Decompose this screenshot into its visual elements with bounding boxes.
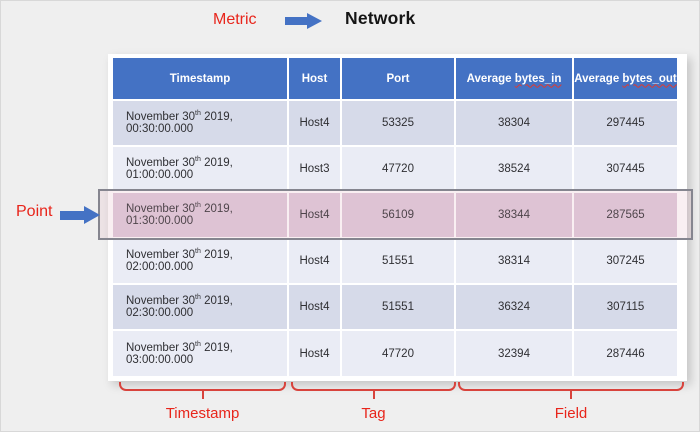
cell-timestamp: November 30th 2019, 00:30:00.000 xyxy=(113,99,289,146)
cell-timestamp: November 30th 2019, 03:00:00.000 xyxy=(113,329,289,376)
header-average-bytes-in: Average bytes_in xyxy=(455,58,574,100)
ts-ordinal: th xyxy=(195,110,201,118)
header-host: Host xyxy=(288,58,342,100)
brace-left xyxy=(458,382,571,391)
ts-ordinal: th xyxy=(195,340,201,348)
cell-host: Host4 xyxy=(288,329,342,376)
cell-bytes-out: 307445 xyxy=(573,145,677,192)
cell-port: 51551 xyxy=(341,237,456,284)
metric-arrow-icon xyxy=(285,13,322,29)
cell-bytes-in: 32394 xyxy=(455,329,574,376)
ts-date: November 30 xyxy=(126,111,196,123)
brace-left xyxy=(291,382,374,391)
brace-tick xyxy=(570,390,572,399)
header-average-bytes-out: Average bytes_out xyxy=(573,58,677,100)
ts-ordinal: th xyxy=(195,248,201,256)
cell-bytes-out: 307115 xyxy=(573,283,677,330)
timestamp-underbrace xyxy=(119,382,286,400)
ts-date: November 30 xyxy=(126,249,196,261)
table-row: November 30th 2019, 02:00:00.000 Host4 5… xyxy=(113,237,677,284)
cell-bytes-out: 287446 xyxy=(573,329,677,376)
cell-bytes-out: 307245 xyxy=(573,237,677,284)
cell-host: Host4 xyxy=(288,99,342,146)
ts-date: November 30 xyxy=(126,203,196,215)
cell-host: Host3 xyxy=(288,145,342,192)
ts-date: November 30 xyxy=(126,157,196,169)
arrow-head xyxy=(307,13,322,29)
cell-bytes-out: 297445 xyxy=(573,99,677,146)
field-underbrace xyxy=(458,382,684,400)
ts-ordinal: th xyxy=(195,202,201,210)
brace-tick xyxy=(372,390,375,399)
cell-port: 56109 xyxy=(341,191,456,238)
network-metrics-table: Timestamp Host Port Average bytes_in Ave… xyxy=(113,58,677,376)
cell-host: Host4 xyxy=(288,191,342,238)
table-row-highlighted-point: November 30th 2019, 01:30:00.000 Host4 5… xyxy=(113,191,677,238)
brace-left xyxy=(119,382,203,391)
tag-underbrace xyxy=(291,382,456,400)
ts-time: 2019, 00:30:00.000 xyxy=(126,111,233,135)
cell-bytes-in: 38314 xyxy=(455,237,574,284)
ts-ordinal: th xyxy=(195,156,201,164)
field-brace-label: Field xyxy=(554,405,588,422)
header-avg-prefix: Average xyxy=(574,72,623,85)
cell-port: 47720 xyxy=(341,329,456,376)
header-timestamp: Timestamp xyxy=(113,58,289,100)
cell-bytes-in: 36324 xyxy=(455,283,574,330)
table-card: Timestamp Host Port Average bytes_in Ave… xyxy=(108,54,687,381)
cell-bytes-out: 287565 xyxy=(573,191,677,238)
ts-time: 2019, 03:00:00.000 xyxy=(126,341,233,366)
cell-timestamp: November 30th 2019, 01:00:00.000 xyxy=(113,145,289,192)
point-arrow-icon xyxy=(60,206,100,224)
header-bytes-in-term: bytes_in xyxy=(514,72,562,85)
ts-ordinal: th xyxy=(195,294,201,302)
cell-port: 53325 xyxy=(341,99,456,146)
cell-bytes-in: 38524 xyxy=(455,145,574,192)
brace-tick xyxy=(201,390,204,399)
brace-right xyxy=(373,382,456,391)
cell-host: Host4 xyxy=(288,283,342,330)
ts-date: November 30 xyxy=(126,295,196,307)
header-port: Port xyxy=(341,58,456,100)
header-bytes-out-term: bytes_out xyxy=(622,72,677,85)
timestamp-brace-label: Timestamp xyxy=(165,405,240,422)
point-annotation-label: Point xyxy=(16,203,53,220)
table-row: November 30th 2019, 01:00:00.000 Host3 4… xyxy=(113,145,677,192)
ts-time: 2019, 01:00:00.000 xyxy=(126,157,233,181)
arrow-shaft xyxy=(285,17,307,25)
ts-time: 2019, 02:30:00.000 xyxy=(126,295,233,319)
cell-port: 47720 xyxy=(341,145,456,192)
table-header-row: Timestamp Host Port Average bytes_in Ave… xyxy=(113,58,677,100)
cell-bytes-in: 38304 xyxy=(455,99,574,146)
tag-brace-label: Tag xyxy=(361,405,386,422)
cell-bytes-in: 38344 xyxy=(455,191,574,238)
ts-time: 2019, 02:00:00.000 xyxy=(126,249,233,273)
header-avg-prefix: Average xyxy=(466,72,515,85)
cell-port: 51551 xyxy=(341,283,456,330)
metric-value-title: Network xyxy=(345,8,416,28)
table-row: November 30th 2019, 03:00:00.000 Host4 4… xyxy=(113,329,677,376)
cell-timestamp: November 30th 2019, 02:30:00.000 xyxy=(113,283,289,330)
table-row: November 30th 2019, 00:30:00.000 Host4 5… xyxy=(113,99,677,146)
brace-right xyxy=(202,382,286,391)
cell-timestamp: November 30th 2019, 01:30:00.000 xyxy=(113,191,289,238)
ts-time: 2019, 01:30:00.000 xyxy=(126,203,233,227)
brace-right xyxy=(571,382,684,391)
arrow-head xyxy=(84,206,100,224)
cell-host: Host4 xyxy=(288,237,342,284)
arrow-shaft xyxy=(60,210,84,220)
ts-date: November 30 xyxy=(126,341,196,354)
cell-timestamp: November 30th 2019, 02:00:00.000 xyxy=(113,237,289,284)
table-row: November 30th 2019, 02:30:00.000 Host4 5… xyxy=(113,283,677,330)
metric-annotation-label: Metric xyxy=(213,11,257,28)
